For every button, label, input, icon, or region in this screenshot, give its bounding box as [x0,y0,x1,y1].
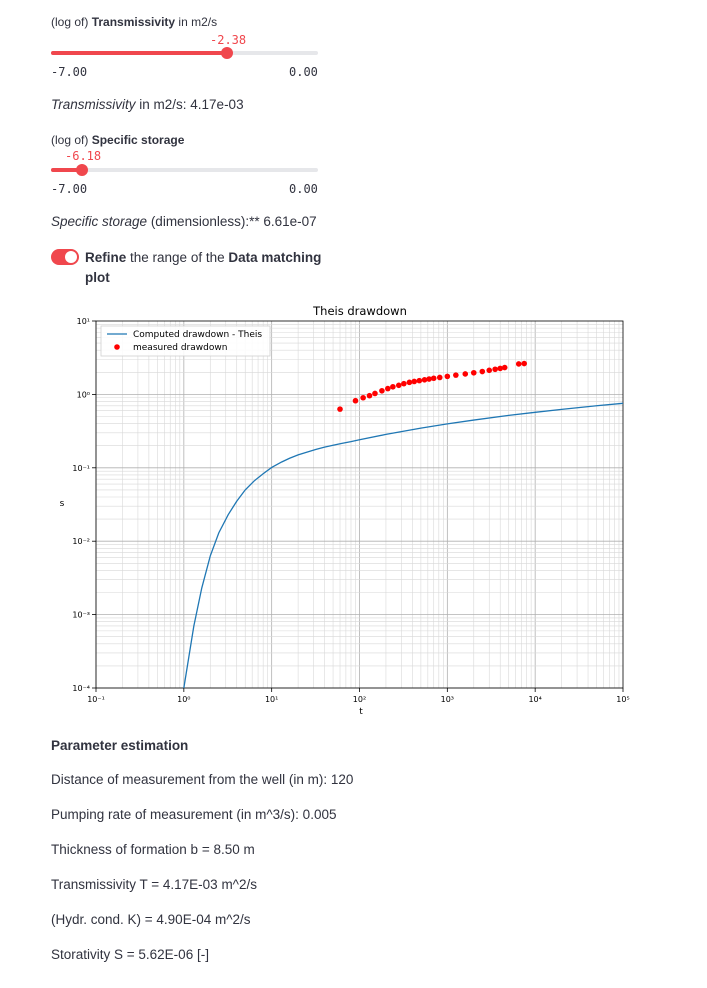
label-line-2: plot [85,270,110,285]
y-tick-label: 10⁻⁴ [72,684,90,693]
parameter-line: Pumping rate of measurement (in m^3/s): … [51,807,337,822]
result-rest: in m2/s: 4.17e-03 [135,97,244,112]
transmissivity-slider-value: -2.38 [210,33,247,47]
measured-point [497,365,504,372]
legend-dot-marker [114,344,120,350]
label-mid: the range of the [126,250,229,265]
theis-drawdown-chart: Theis drawdown t s 10⁻¹ 10⁰ 10¹ 10² 10³ 10⁴ 10… [60,304,630,717]
storage-slider-min: -7.00 [51,182,88,196]
measured-point [395,382,402,389]
computed-drawdown-line [183,402,624,689]
measured-point [337,406,343,412]
chart-legend: Computed drawdown - Theis measured drawd… [100,325,271,357]
measured-point [366,392,373,399]
label-bold-1: Refine [85,250,127,265]
measured-point [390,383,396,390]
legend-measured-label: measured drawdown [133,343,227,353]
refine-range-toggle[interactable] [51,249,79,265]
measured-drawdown-points [337,360,527,412]
parameter-line: Storativity S = 5.62E-06 [-] [51,947,209,962]
measured-point [444,373,451,380]
storage-slider-max: 0.00 [289,182,318,196]
slider-thumb[interactable] [221,47,234,59]
transmissivity-slider-max: 0.00 [289,65,318,79]
measured-point [352,397,359,404]
parameter-line: Thickness of formation b = 8.50 m [51,842,255,857]
parameter-line: Distance of measurement from the well (i… [51,772,354,787]
y-tick-label: 10⁻¹ [72,464,90,473]
x-tick-label: 10⁵ [616,695,629,704]
storage-slider[interactable] [51,164,318,176]
slider-fill [51,168,83,172]
label-prefix: (log of) [51,15,92,29]
parameter-line: Transmissivity T = 4.17E-03 m^2/s [51,877,258,892]
y-tick-label: 10⁻³ [72,611,90,620]
result-italic: Specific storage [51,214,148,229]
measured-point [385,385,391,392]
measured-point [486,367,493,374]
transmissivity-slider-min: -7.00 [51,65,88,79]
measured-point [492,366,498,373]
legend-box [100,325,271,357]
measured-point [426,376,432,382]
storage-slider-value: -6.18 [65,149,102,163]
label-prefix: (log of) [51,133,92,147]
measured-point [462,371,469,377]
measured-point [501,364,508,371]
measured-point [421,377,428,383]
measured-point [521,360,527,367]
slider-thumb[interactable] [76,164,89,176]
x-tick-label: 10¹ [265,695,278,704]
label-bold-2: Data matching [228,250,322,265]
chart-title: Theis drawdown [312,304,407,318]
result-rest: (dimensionless):** 6.61e-07 [147,214,317,229]
measured-point [411,378,418,385]
parameter-line: (Hydr. cond. K) = 4.90E-04 m^2/s [51,912,251,927]
x-tick-label: 10² [353,695,366,704]
measured-point [416,377,423,384]
y-axis-label: s [60,499,65,509]
measured-point [372,390,378,397]
parameter-estimation-heading: Parameter estimation [51,738,189,753]
label-suffix: in m2/s [175,15,218,29]
measured-point [379,387,385,394]
measured-point [401,380,407,387]
measured-point [436,374,443,381]
x-tick-label: 10³ [441,695,454,704]
x-tick-label: 10⁴ [528,695,541,704]
slider-fill [51,51,228,55]
transmissivity-slider[interactable] [51,47,318,59]
x-axis-label: t [359,707,363,717]
measured-point [515,361,522,367]
transmissivity-result: Transmissivity in m2/s: 4.17e-03 [51,97,244,112]
measured-point [453,372,459,378]
toggle-knob [65,251,77,263]
axis-ticks: 10⁻¹ 10⁰ 10¹ 10² 10³ 10⁴ 10⁵ 10⁻⁴ 10⁻³ 10⁻² 10⁻¹ 10… [72,317,629,704]
measured-point [479,368,486,375]
y-tick-label: 10¹ [77,317,90,326]
y-tick-label: 10⁻² [72,537,90,546]
legend-computed-label: Computed drawdown - Theis [133,330,262,340]
label-bold: Specific storage [91,133,185,147]
label-bold: Transmissivity [91,15,176,29]
storage-slider-label: (log of) Specific storage [51,133,184,147]
chart-grid [95,321,623,689]
result-italic: Transmissivity [51,97,136,112]
measured-point [470,369,477,376]
transmissivity-slider-label: (log of) Transmissivity in m2/s [51,15,217,29]
refine-range-label[interactable]: Refine the range of the Data matching pl… [85,248,321,288]
measured-point [360,394,366,401]
measured-point [406,379,413,386]
x-tick-label: 10⁻¹ [87,695,105,704]
y-tick-label: 10⁰ [77,390,90,399]
measured-point [430,375,437,382]
x-tick-label: 10⁰ [177,695,190,704]
storage-result: Specific storage (dimensionless):** 6.61… [51,214,317,229]
